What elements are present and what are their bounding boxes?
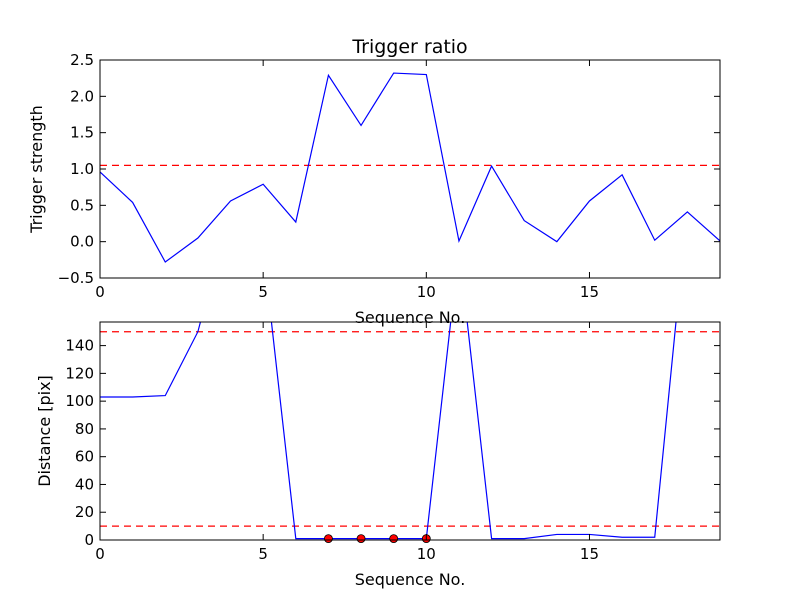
plot-frame [99,59,721,279]
trigger-ratio-plot: Trigger ratio Trigger strength Sequence … [27,36,721,327]
x-tick-label: 15 [580,545,599,563]
y-tick-label: 2.5 [70,51,94,69]
y-tick-label: 2.0 [70,87,94,105]
x-tick-label: 10 [417,283,436,301]
plot-frame [99,321,721,541]
x-axis-label: Sequence No. [355,308,466,327]
y-tick-label: −0.5 [58,269,94,287]
y-tick-label: 20 [75,503,94,521]
x-tick-label: 0 [95,545,105,563]
series-line [100,72,720,263]
y-tick-label: 120 [65,364,94,382]
y-tick-label: 1.0 [70,160,94,178]
chart-title: Trigger ratio [351,36,467,58]
series-line [100,322,677,540]
x-tick-label: 5 [258,283,268,301]
y-tick-label: 1.5 [70,124,94,142]
data-point-marker [324,534,333,544]
y-tick-label: 0.0 [70,233,94,251]
y-axis-label: Distance [pix] [35,375,54,487]
y-tick-label: 100 [65,392,94,410]
distance-plot: Distance [pix] Sequence No. 0 5 10 15 0 20 40 6… [35,321,721,589]
y-axis-label: Trigger strength [27,105,46,234]
x-tick-label: 0 [95,283,105,301]
y-tick-label: 60 [75,448,94,466]
x-tick-label: 10 [417,545,436,563]
y-tick-label: 0 [84,531,94,549]
y-tick-label: 80 [75,420,94,438]
y-tick-label: 40 [75,475,94,493]
x-axis-label: Sequence No. [355,570,466,589]
x-tick-label: 15 [580,283,599,301]
data-point-marker [389,534,399,544]
y-tick-label: 140 [65,337,94,355]
data-point-marker [356,534,366,544]
x-tick-label: 5 [258,545,268,563]
y-tick-label: 0.5 [70,196,94,214]
